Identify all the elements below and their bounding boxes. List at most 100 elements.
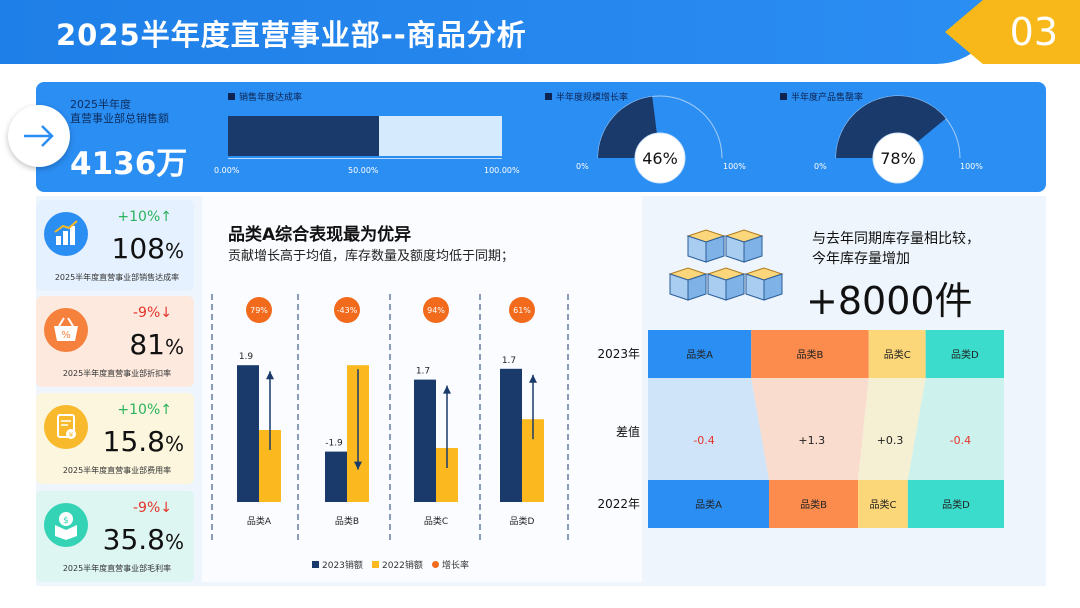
flow-diff-label: -0.4 bbox=[693, 434, 714, 447]
growth-rate-bubble bbox=[423, 297, 449, 323]
flow-segment-2022 bbox=[648, 480, 770, 528]
completion-tick-100: 100.00% bbox=[484, 166, 520, 175]
category-label: 品类D bbox=[510, 515, 535, 527]
kpi-value-unit: % bbox=[164, 239, 184, 263]
svg-text:$: $ bbox=[63, 516, 69, 526]
growth-rate-bubble bbox=[334, 297, 360, 323]
kpi-value: 15.8% bbox=[103, 425, 184, 458]
flow-segment-label: 品类C bbox=[884, 348, 911, 361]
kpi-caption: 2025半年度直营事业部折扣率 bbox=[62, 369, 172, 378]
growth-gauge-arc bbox=[598, 96, 657, 158]
kpi-value-number: 81 bbox=[129, 328, 165, 361]
kpi-value-unit: % bbox=[164, 335, 184, 359]
completion-axis bbox=[228, 158, 502, 159]
document-fee-icon: ¥ bbox=[44, 405, 88, 449]
kpi-value-number: 108 bbox=[111, 232, 165, 265]
total-sales-value: 4136万 bbox=[70, 146, 188, 182]
kpi-value-number: 35.8 bbox=[102, 523, 165, 556]
flow-segment-label: 品类B bbox=[800, 498, 827, 511]
bar-2023 bbox=[237, 365, 259, 502]
kpi-caption: 2025半年度直营事业部毛利率 bbox=[62, 564, 172, 573]
svg-text:%: % bbox=[61, 330, 71, 341]
flow-connector bbox=[751, 378, 869, 480]
growth-rate-label: 79% bbox=[250, 306, 268, 315]
flow-segment-2023 bbox=[648, 330, 752, 378]
sell-through-title: 半年度产品售罄率 bbox=[780, 90, 863, 103]
growth-gauge-center bbox=[634, 132, 686, 184]
flow-segment-2022 bbox=[769, 480, 859, 528]
flow-segment-2023 bbox=[868, 330, 926, 378]
inventory-line1: 与去年同期库存量相比较， bbox=[812, 231, 980, 247]
box-icon bbox=[706, 267, 746, 301]
kpi-value-number: 15.8 bbox=[102, 425, 165, 458]
flow-connector bbox=[907, 378, 1004, 480]
growth-gauge-max: 100% bbox=[723, 162, 746, 171]
bar-value-label: 1.7 bbox=[416, 367, 430, 377]
sell-through-gauge-max: 100% bbox=[960, 162, 983, 171]
banner-label-line1: 2025半年度 bbox=[70, 98, 131, 111]
bar-2023 bbox=[325, 451, 347, 502]
growth-rate-label: 94% bbox=[427, 306, 445, 315]
bar-value-label: 1.7 bbox=[502, 356, 516, 366]
box-icon bbox=[686, 229, 726, 263]
flow-row-label: 2023年 bbox=[597, 347, 640, 361]
category-label: 品类C bbox=[424, 515, 448, 527]
flow-row-label: 差值 bbox=[616, 424, 640, 439]
category-label: 品类B bbox=[335, 515, 359, 527]
flow-segment-label: 品类A bbox=[686, 348, 713, 361]
flow-segment-label: 品类A bbox=[695, 498, 722, 511]
legend-swatch-2022 bbox=[372, 561, 379, 568]
svg-text:¥: ¥ bbox=[69, 431, 74, 439]
kpi-value: 108% bbox=[112, 232, 184, 265]
box-icon bbox=[724, 229, 764, 263]
flow-connector bbox=[858, 378, 926, 480]
banner-label-line2: 直营事业部总销售额 bbox=[70, 112, 169, 125]
bar-value-label: 1.9 bbox=[239, 352, 254, 362]
sell-through-title-text: 半年度产品售罄率 bbox=[791, 93, 864, 103]
flow-segment-label: 品类B bbox=[797, 348, 824, 361]
flow-row-label: 2022年 bbox=[597, 497, 640, 511]
bar-chart-icon bbox=[44, 212, 88, 256]
category-sales-bar-chart: 1.9 79% 品类A -1.9 -43% 品类B 1.7 94% 品类C 1.7 61% 品类D bbox=[211, 294, 569, 540]
growth-title: 半年度规模增长率 bbox=[545, 90, 628, 103]
legend-square bbox=[228, 93, 235, 100]
legend-swatch-growth bbox=[432, 561, 439, 568]
bar-2023 bbox=[500, 368, 522, 502]
discount-basket-icon: % bbox=[44, 308, 88, 352]
flow-diff-label: +0.3 bbox=[877, 434, 904, 447]
legend-label-growth: 增长率 bbox=[442, 561, 470, 571]
sell-through-gauge-min: 0% bbox=[814, 162, 827, 171]
growth-rate-label: -43% bbox=[337, 306, 358, 315]
kpi-card-expense: ¥ +10%↑ 15.8% 2025半年度直营事业部费用率 bbox=[36, 393, 194, 484]
inventory-increase-value: +8000件 bbox=[806, 279, 973, 323]
category-label: 品类A bbox=[247, 515, 272, 527]
growth-arrow-head bbox=[354, 461, 362, 470]
arrow-button[interactable] bbox=[8, 105, 70, 167]
completion-bar-track bbox=[228, 116, 502, 156]
box-icon bbox=[744, 267, 784, 301]
kpi-change: +10%↑ bbox=[117, 209, 172, 225]
legend-swatch-2023 bbox=[312, 561, 319, 568]
growth-title-text: 半年度规模增长率 bbox=[556, 93, 629, 103]
legend-label-2023: 2023销额 bbox=[322, 561, 363, 571]
kpi-card-sales-achievement: +10%↑ 108% 2025半年度直营事业部销售达成率 bbox=[36, 200, 194, 291]
kpi-value-unit: % bbox=[164, 530, 184, 554]
growth-gauge-min: 0% bbox=[576, 162, 589, 171]
flow-diff-label: -0.4 bbox=[950, 434, 971, 447]
kpi-value-unit: % bbox=[164, 432, 184, 456]
flow-segment-2023 bbox=[925, 330, 1004, 378]
page-title: 2025半年度直营事业部--商品分析 bbox=[56, 18, 527, 52]
bar-2022 bbox=[436, 448, 458, 502]
inventory-boxes-icon bbox=[668, 229, 784, 301]
page-number: 03 bbox=[1009, 10, 1058, 54]
kpi-value: 35.8% bbox=[103, 523, 184, 556]
box-icon bbox=[668, 267, 708, 301]
completion-bar-fill bbox=[228, 116, 379, 156]
flow-segment-2023 bbox=[751, 330, 869, 378]
kpi-value: 81% bbox=[129, 328, 184, 361]
kpi-change: +10%↑ bbox=[117, 402, 172, 418]
growth-rate-bubble bbox=[509, 297, 535, 323]
sell-through-gauge-center bbox=[872, 132, 924, 184]
flow-diff-label: +1.3 bbox=[798, 434, 825, 447]
